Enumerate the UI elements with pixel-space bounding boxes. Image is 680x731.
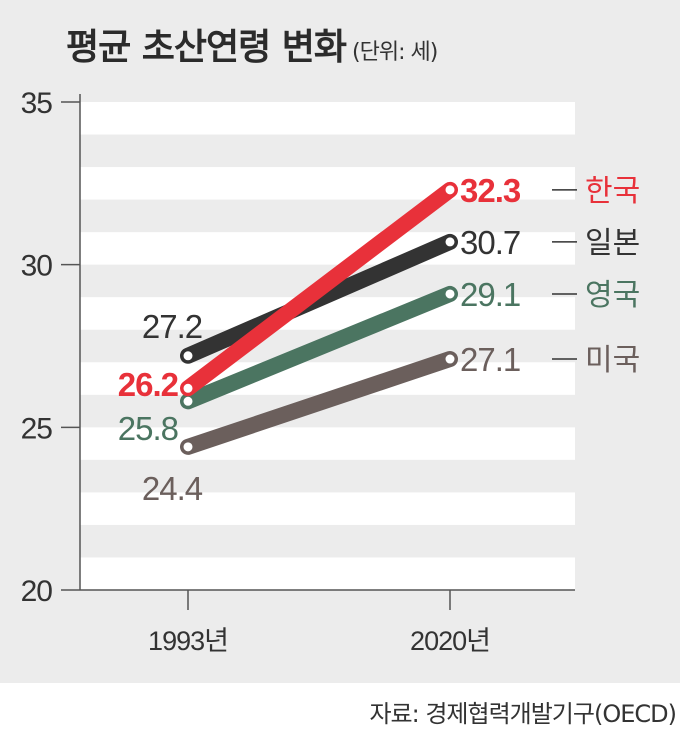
data-point (443, 183, 457, 197)
x-tick-label: 1993년 (148, 626, 228, 656)
data-point (181, 349, 195, 363)
data-point (443, 352, 457, 366)
series-line-한국 (180, 181, 458, 397)
grid-band (80, 557, 575, 590)
line-chart: 20 25 30 35 1993년 2020년 24.4 27.1 미국 25.8 29.1 영국 27… (21, 87, 641, 656)
source-note: 자료: 경제협력개발기구(OECD) (369, 700, 677, 728)
grid-band (80, 232, 575, 265)
data-point (443, 287, 457, 301)
title-text: 평균 초산연령 변화 (66, 27, 347, 68)
series-line-영국 (180, 285, 458, 410)
grid-band (80, 362, 575, 395)
grid-band (80, 102, 575, 135)
unit-label: (단위: 세) (352, 40, 438, 65)
data-point (181, 381, 195, 395)
legend-label: 일본 (585, 227, 640, 260)
data-label-1993: 26.2 (118, 366, 179, 403)
grid-band (80, 167, 575, 200)
data-label-1993: 27.2 (142, 308, 202, 345)
chart-title: 평균 초산연령 변화 (단위: 세) (66, 18, 438, 70)
series-line-미국 (180, 351, 458, 455)
x-tick-label: 2020년 (410, 626, 490, 656)
data-label-2020: 27.1 (460, 341, 520, 378)
y-tick-label: 20 (21, 575, 53, 608)
y-tick-label: 25 (21, 412, 53, 445)
data-label-2020: 30.7 (460, 224, 520, 261)
data-point (181, 394, 195, 408)
y-tick-label: 30 (21, 250, 53, 283)
data-point (181, 440, 195, 454)
legend-label: 한국 (585, 175, 640, 208)
data-label-2020: 32.3 (460, 172, 521, 209)
legend-label: 영국 (585, 279, 640, 312)
data-label-1993: 24.4 (142, 470, 203, 507)
legend-label: 미국 (585, 344, 640, 377)
grid-band (80, 427, 575, 460)
y-tick-label: 35 (21, 87, 53, 120)
data-label-1993: 25.8 (118, 410, 178, 447)
grid-band (80, 492, 575, 525)
data-label-2020: 29.1 (460, 276, 520, 313)
data-point (443, 235, 457, 249)
